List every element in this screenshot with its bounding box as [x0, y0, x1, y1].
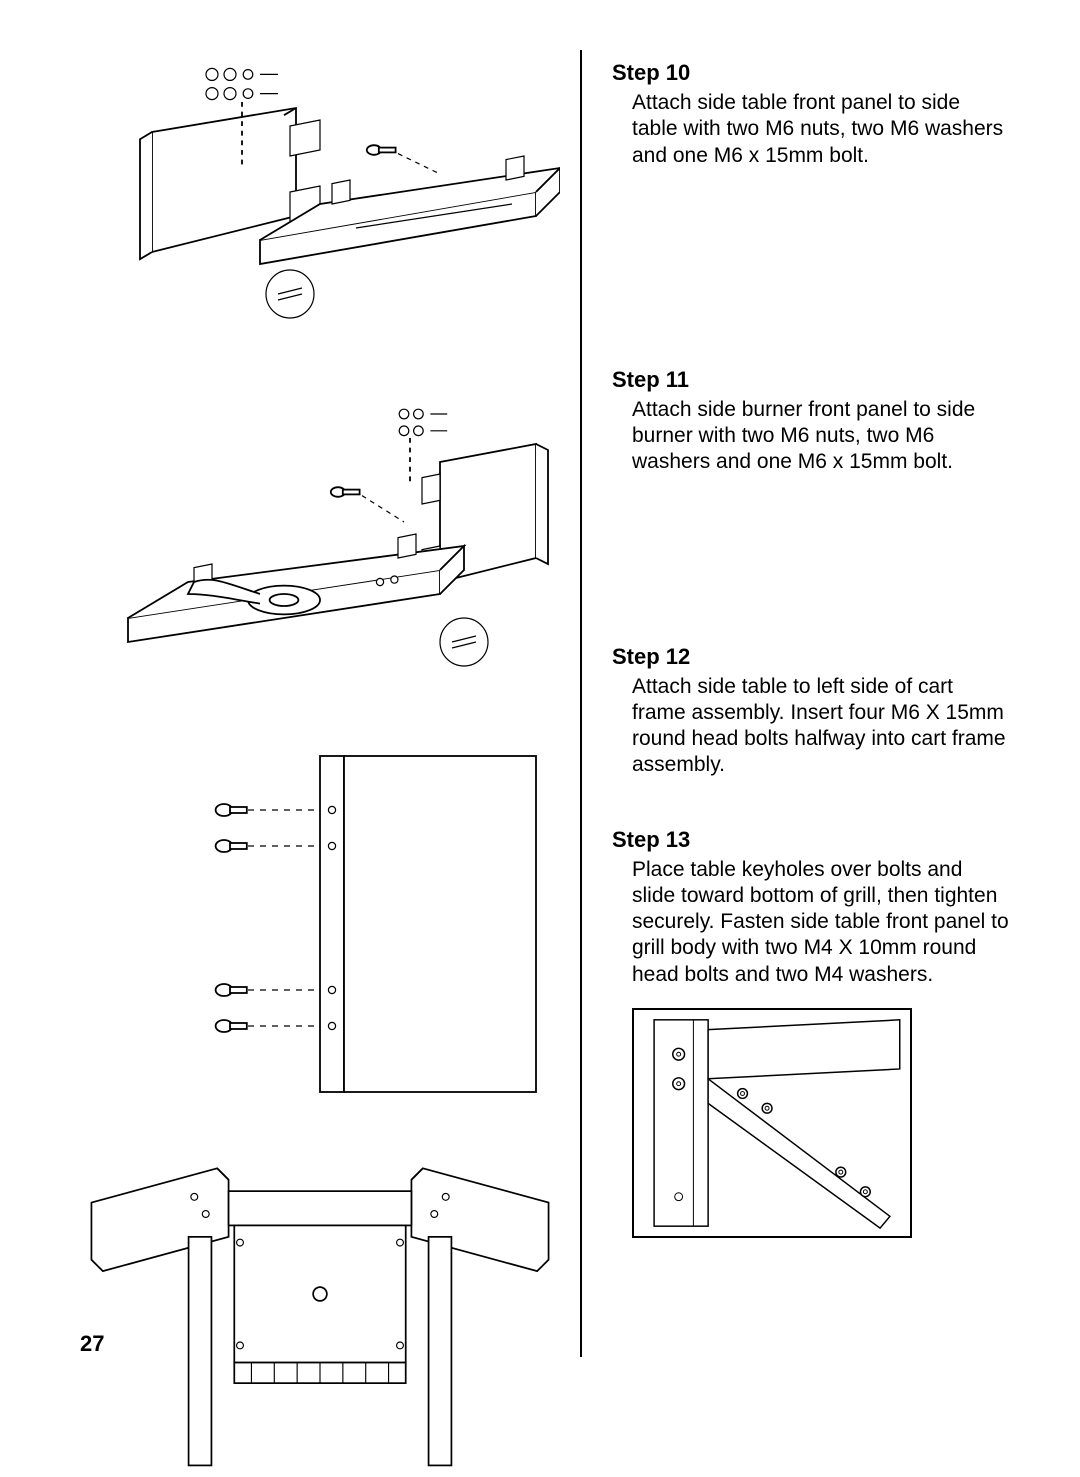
step-title: Step 11 — [612, 367, 1010, 393]
diagram-step-12 — [80, 744, 560, 1104]
step-title: Step 12 — [612, 644, 1010, 670]
diagram-step-11 — [80, 402, 560, 714]
spacer — [612, 484, 1010, 644]
step-body: Place table keyholes over bolts and slid… — [612, 857, 1010, 988]
diagram-column — [80, 50, 560, 1357]
step-12: Step 12 Attach side table to left side o… — [612, 644, 1010, 779]
step-10: Step 10 Attach side table front panel to… — [612, 60, 1010, 169]
diagram-step-10 — [80, 60, 560, 372]
column-divider — [580, 50, 582, 1357]
page-number: 27 — [80, 1331, 104, 1357]
step-13: Step 13 Place table keyholes over bolts … — [612, 827, 1010, 988]
step-title: Step 10 — [612, 60, 1010, 86]
text-column: Step 10 Attach side table front panel to… — [612, 50, 1010, 1357]
page: Step 10 Attach side table front panel to… — [0, 0, 1080, 1397]
step-body: Attach side burner front panel to side b… — [612, 397, 1010, 476]
detail-inset — [632, 1008, 912, 1238]
step-title: Step 13 — [612, 827, 1010, 853]
step-11: Step 11 Attach side burner front panel t… — [612, 367, 1010, 476]
step-body: Attach side table to left side of cart f… — [612, 674, 1010, 779]
step-body: Attach side table front panel to side ta… — [612, 90, 1010, 169]
spacer — [612, 787, 1010, 827]
spacer — [612, 177, 1010, 367]
diagram-step-13 — [80, 1134, 560, 1477]
